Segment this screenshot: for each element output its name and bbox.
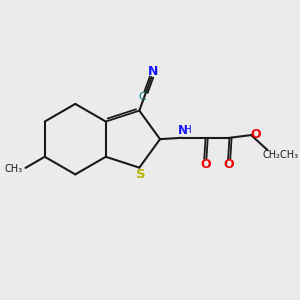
Text: H: H bbox=[184, 125, 192, 136]
Text: O: O bbox=[251, 128, 261, 140]
Text: N: N bbox=[148, 65, 158, 78]
Text: CH₃: CH₃ bbox=[4, 164, 22, 174]
Text: N: N bbox=[178, 124, 188, 137]
Text: CH₂CH₃: CH₂CH₃ bbox=[263, 150, 299, 160]
Text: O: O bbox=[224, 158, 235, 171]
Text: S: S bbox=[136, 168, 146, 181]
Text: O: O bbox=[200, 158, 211, 171]
Text: C: C bbox=[138, 92, 146, 102]
